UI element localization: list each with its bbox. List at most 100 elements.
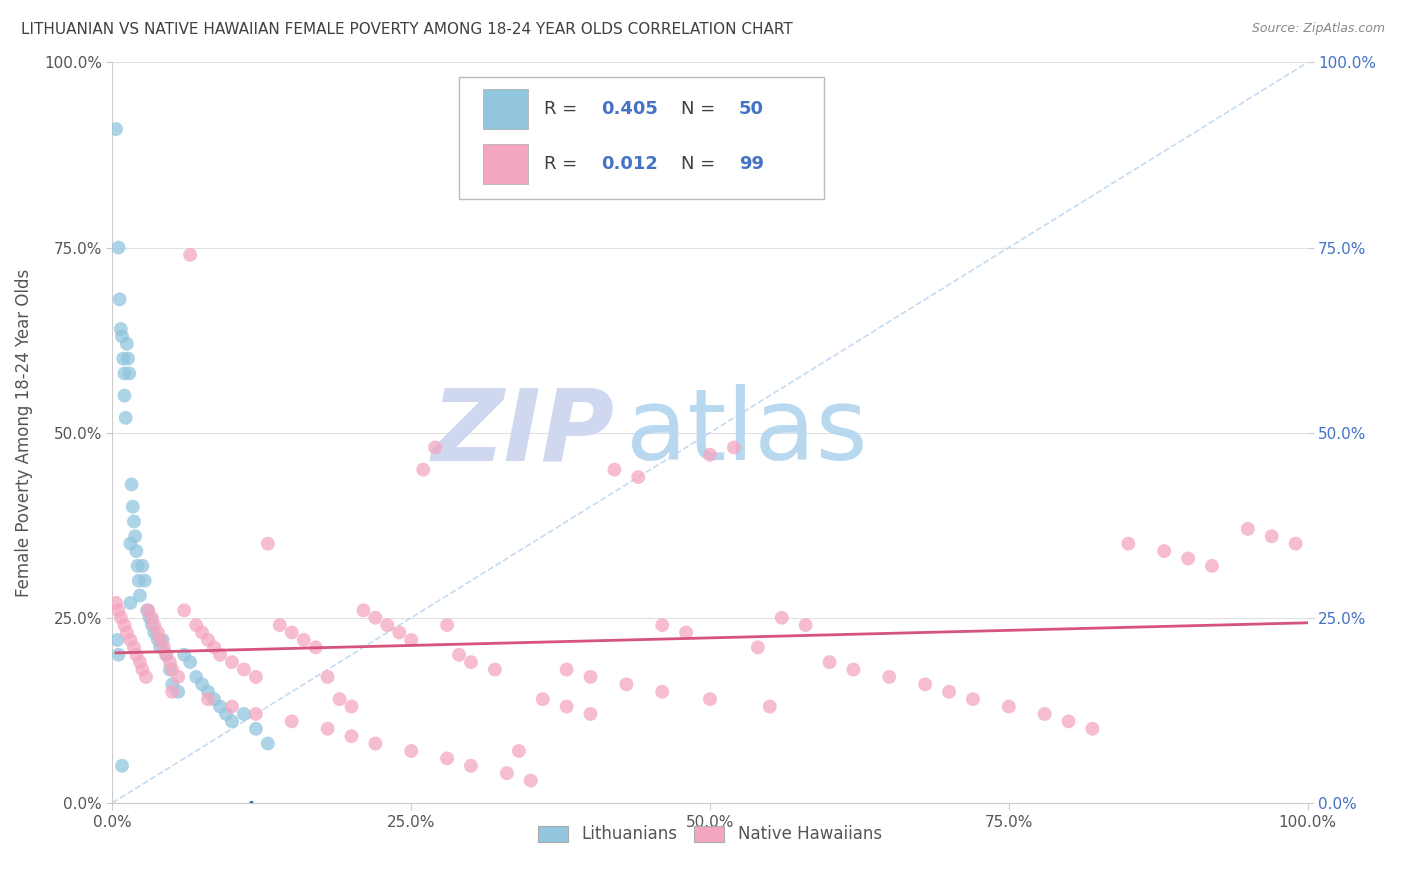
Text: 99: 99 (738, 155, 763, 173)
Point (114, 410, 136, 425)
Point (436, 751, 458, 765)
Point (121, 500, 143, 514)
Point (173, 603, 195, 617)
Point (747, 640, 769, 655)
Point (233, 663, 256, 677)
Point (112, 351, 135, 366)
Point (1201, 558, 1223, 573)
Point (105, 122, 128, 136)
Point (118, 367, 141, 381)
Point (120, 596, 142, 610)
Point (305, 640, 328, 655)
Point (197, 692, 219, 706)
Point (340, 729, 363, 743)
Point (555, 663, 578, 677)
Point (879, 670, 901, 684)
Point (131, 663, 153, 677)
Point (1033, 706, 1056, 721)
Point (115, 336, 138, 351)
Point (449, 648, 471, 662)
Text: Source: ZipAtlas.com: Source: ZipAtlas.com (1251, 22, 1385, 36)
Point (508, 744, 530, 758)
Point (281, 714, 304, 729)
Point (221, 655, 243, 669)
Point (191, 677, 214, 691)
Point (136, 603, 159, 617)
Point (114, 388, 135, 402)
Point (316, 670, 339, 684)
Point (128, 574, 150, 588)
Point (135, 670, 157, 684)
Point (146, 632, 169, 647)
Point (579, 670, 602, 684)
Point (257, 737, 280, 751)
Point (153, 640, 176, 655)
Point (257, 536, 280, 550)
Point (186, 618, 208, 632)
Point (134, 574, 156, 588)
Point (388, 625, 411, 640)
Point (1237, 522, 1260, 536)
Point (316, 722, 339, 736)
Point (412, 462, 434, 476)
Point (202, 640, 225, 655)
Point (143, 618, 166, 632)
Point (699, 692, 721, 706)
Point (117, 351, 139, 366)
FancyBboxPatch shape (484, 145, 529, 184)
Point (209, 699, 232, 714)
Point (555, 699, 578, 714)
Point (353, 603, 375, 617)
Point (125, 544, 148, 558)
Point (425, 441, 447, 455)
Point (149, 640, 172, 655)
Point (221, 699, 243, 714)
Point (111, 329, 134, 343)
Point (131, 558, 153, 573)
Y-axis label: Female Poverty Among 18-24 Year Olds: Female Poverty Among 18-24 Year Olds (15, 268, 32, 597)
Point (114, 618, 135, 632)
Point (292, 632, 315, 647)
Point (962, 692, 984, 706)
Point (998, 699, 1021, 714)
FancyBboxPatch shape (484, 89, 529, 129)
Point (364, 610, 387, 624)
Point (186, 670, 208, 684)
Point (114, 367, 135, 381)
Point (179, 655, 201, 669)
Point (603, 462, 626, 476)
Point (110, 610, 132, 624)
Point (110, 322, 132, 336)
Point (141, 618, 163, 632)
Point (125, 648, 148, 662)
Text: 50: 50 (738, 100, 763, 118)
Point (152, 632, 174, 647)
Point (197, 685, 219, 699)
Point (675, 625, 697, 640)
Point (155, 648, 177, 662)
Point (245, 670, 267, 684)
Point (107, 648, 129, 662)
Point (364, 737, 387, 751)
Text: 0.012: 0.012 (602, 155, 658, 173)
Point (221, 714, 243, 729)
Point (245, 706, 267, 721)
Point (149, 632, 172, 647)
Point (436, 618, 458, 632)
Point (111, 758, 134, 772)
Text: N =: N = (682, 155, 721, 173)
Point (818, 655, 841, 669)
Point (1153, 544, 1175, 558)
Point (122, 640, 145, 655)
Text: R =: R = (544, 100, 583, 118)
Point (138, 603, 160, 617)
Point (105, 632, 128, 647)
Point (1261, 529, 1284, 543)
Point (794, 618, 817, 632)
Point (129, 589, 152, 603)
Point (107, 240, 129, 255)
Point (124, 529, 146, 543)
Point (401, 632, 423, 647)
Point (167, 670, 190, 684)
Point (202, 692, 225, 706)
